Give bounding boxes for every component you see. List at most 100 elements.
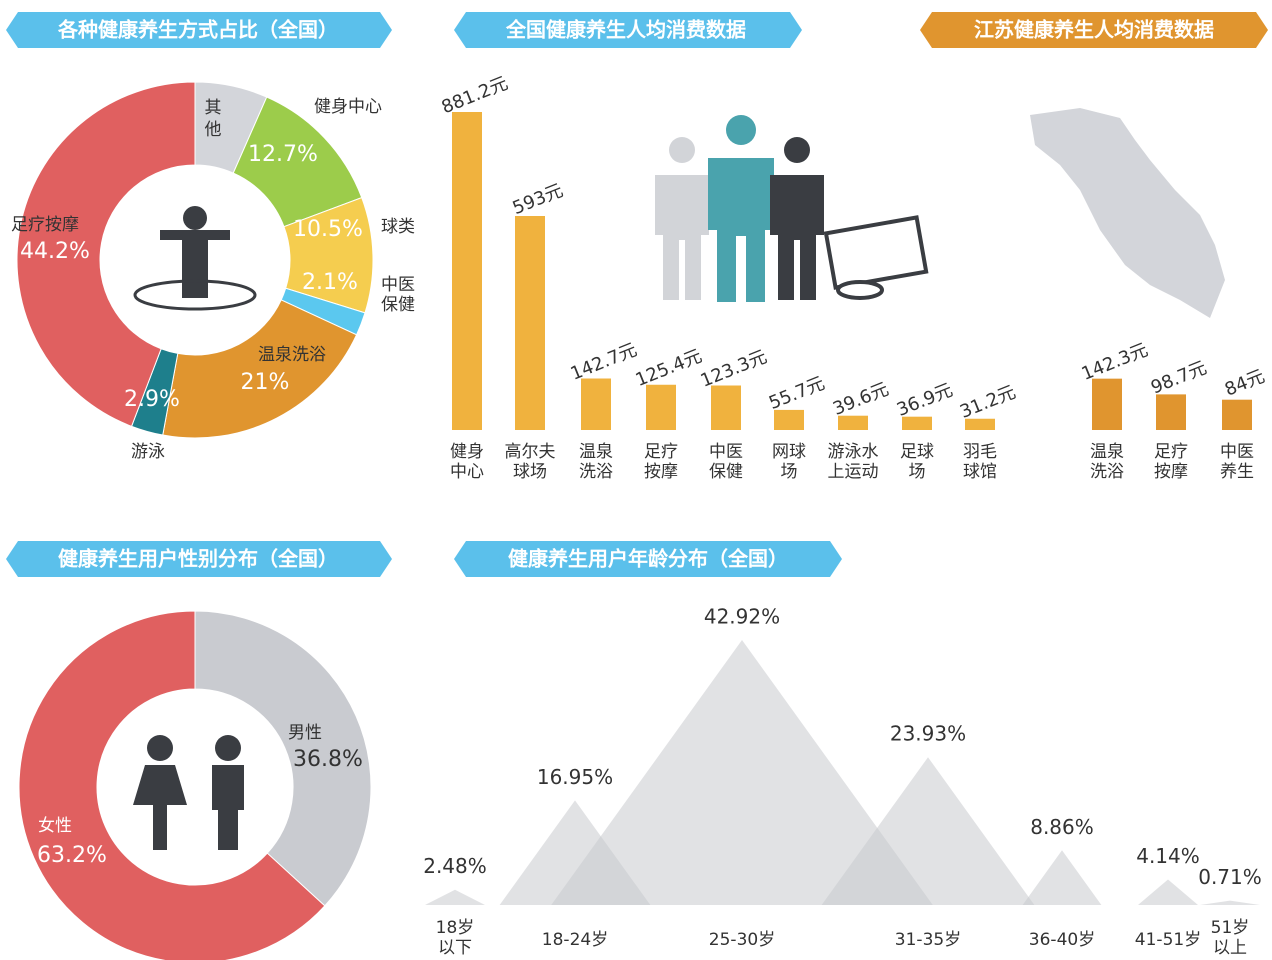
bar-category-line: 场	[909, 462, 926, 482]
segment-value: 10.5%	[293, 217, 363, 242]
segment-name: 温泉洗浴	[258, 345, 326, 365]
segment-value: 12.7%	[248, 142, 318, 167]
mountain-category: 18岁以下	[436, 918, 475, 958]
bar-category: 游泳水上运动	[828, 442, 879, 482]
segment-name-line: 足疗按摩	[11, 215, 79, 235]
segment-value: 44.2%	[20, 239, 90, 264]
banner	[920, 12, 1268, 48]
bar-category-line: 羽毛	[963, 442, 997, 462]
bar-category: 足疗按摩	[644, 442, 678, 482]
bar-category-line: 养生	[1220, 462, 1254, 482]
segment-name-line: 他	[205, 120, 222, 140]
mountain-category-line: 18岁	[436, 918, 475, 938]
bar-category: 网球场	[772, 442, 806, 482]
segment-name: 游泳	[131, 442, 165, 462]
bar-category-line: 温泉	[1090, 442, 1124, 462]
bar-category-line: 按摩	[1154, 462, 1188, 482]
spa-icon	[133, 206, 257, 311]
bar-category: 中医养生	[1220, 442, 1254, 482]
bar	[1092, 378, 1122, 430]
bar	[711, 385, 741, 430]
segment-name: 女性	[38, 816, 72, 836]
bar-category-line: 球场	[513, 462, 547, 482]
segment-name-line: 其	[205, 98, 222, 118]
segment-value: 63.2%	[37, 843, 107, 868]
mountain-category-line: 51岁	[1211, 918, 1250, 938]
banner	[6, 12, 392, 48]
bar-category: 足疗按摩	[1154, 442, 1188, 482]
bar-category-line: 中医	[709, 442, 743, 462]
bar	[1222, 399, 1252, 430]
segment-name: 男性	[288, 723, 322, 743]
bar	[515, 216, 545, 430]
mountain-value: 2.48%	[423, 854, 487, 878]
bar-category: 温泉洗浴	[1090, 442, 1124, 482]
bar-category-line: 保健	[709, 462, 743, 482]
mountain-value: 16.95%	[537, 765, 613, 789]
bar-category-line: 洗浴	[1090, 462, 1124, 482]
mountain-category: 36-40岁	[1029, 930, 1095, 950]
mountain-category-line: 36-40岁	[1029, 930, 1095, 950]
bar-category: 足球场	[900, 442, 934, 482]
bar-category-line: 球馆	[963, 462, 997, 482]
bar	[1156, 394, 1186, 430]
bar-category-line: 中医	[1220, 442, 1254, 462]
mountain-category: 25-30岁	[709, 930, 775, 950]
banner	[454, 12, 802, 48]
bar-category-line: 温泉	[579, 442, 613, 462]
segment-name: 足疗按摩	[11, 215, 79, 235]
bar-category: 羽毛球馆	[963, 442, 997, 482]
mountain	[1022, 850, 1102, 905]
banner	[6, 541, 392, 577]
mountain-category: 31-35岁	[895, 930, 961, 950]
bar-category: 中医保健	[709, 442, 743, 482]
bar-category-line: 洗浴	[579, 462, 613, 482]
bar-category: 温泉洗浴	[579, 442, 613, 482]
segment-value: 21%	[241, 370, 290, 395]
banner-title: 各种健康养生方式占比（全国）	[57, 18, 338, 42]
bar-category-line: 足疗	[644, 442, 678, 462]
bar-category-line: 按摩	[644, 462, 678, 482]
mountain-value: 0.71%	[1198, 865, 1262, 889]
bar-category-line: 场	[781, 462, 798, 482]
mountain-category: 41-51岁	[1135, 930, 1201, 950]
donut-segment	[16, 81, 196, 427]
segment-name: 健身中心	[314, 97, 382, 117]
mountain-category-line: 以下	[438, 938, 472, 958]
segment-name: 中医保健	[381, 275, 415, 315]
segment-value: 2.9%	[124, 387, 180, 412]
segment-name: 其他	[205, 98, 222, 140]
donut-segment	[194, 610, 372, 907]
bar	[774, 409, 804, 430]
mountain-category: 51岁以上	[1211, 918, 1250, 958]
segment-name-line: 中医	[381, 275, 415, 295]
mountain-category-line: 18-24岁	[542, 930, 608, 950]
mountain-category: 18-24岁	[542, 930, 608, 950]
bar	[838, 415, 868, 430]
mountain-value: 23.93%	[890, 722, 966, 746]
bar	[646, 384, 676, 430]
bar-category: 健身中心	[450, 442, 484, 482]
mountain-category-line: 31-35岁	[895, 930, 961, 950]
segment-name-line: 男性	[288, 723, 322, 743]
mountain	[1138, 879, 1198, 905]
mountain-category-line: 41-51岁	[1135, 930, 1201, 950]
mountain	[425, 889, 485, 905]
bar-category-line: 健身	[450, 442, 484, 462]
mountain-category-line: 25-30岁	[709, 930, 775, 950]
donut-segment	[18, 610, 326, 960]
segment-value: 2.1%	[302, 270, 358, 295]
bar-category-line: 足疗	[1154, 442, 1188, 462]
bar	[902, 416, 932, 430]
bar	[965, 418, 995, 430]
segment-name-line: 游泳	[131, 442, 165, 462]
banner-title: 健康养生用户性别分布（全国）	[58, 547, 338, 571]
mountain-category-line: 以上	[1213, 938, 1247, 958]
bar-category-line: 上运动	[828, 462, 879, 482]
bar-category: 高尔夫球场	[505, 442, 556, 482]
mountain-value: 4.14%	[1136, 844, 1200, 868]
segment-name-line: 球类	[381, 217, 415, 237]
bar-category-line: 中心	[450, 462, 484, 482]
bar	[452, 112, 482, 430]
